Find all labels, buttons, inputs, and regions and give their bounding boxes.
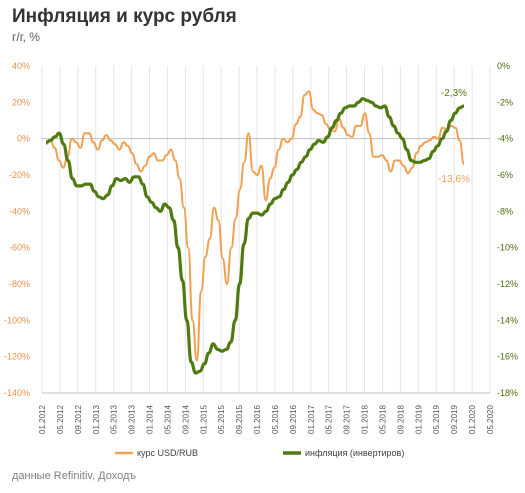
left-tick-label: 40%: [12, 61, 30, 71]
x-tick-label: 09.2018: [396, 405, 405, 434]
usd-rub-end-label: -13,6%: [438, 174, 470, 185]
grid: [41, 66, 491, 394]
right-tick-label: -18%: [497, 388, 518, 398]
x-tick-label: 01.2020: [468, 405, 477, 434]
left-tick-label: -60%: [9, 243, 30, 253]
series-layer: [45, 90, 465, 375]
end-labels: -13,6% -2,3%: [438, 88, 470, 185]
right-tick-label: -2%: [497, 97, 513, 107]
legend: курс USD/RUB инфляция (инвертиров): [115, 448, 404, 458]
right-axis: 0% -2% -4% -6% -8% -10% -12% -14% -16% -18%: [497, 61, 518, 398]
x-tick-label: 09.2016: [289, 405, 298, 434]
x-tick-label: 05.2013: [110, 405, 119, 434]
source-note: данные Refinitiv, Доходъ: [12, 470, 137, 482]
x-tick-label: 01.2019: [414, 405, 423, 434]
right-tick-label: -6%: [497, 170, 513, 180]
chart-title: Инфляция и курс рубля: [12, 6, 237, 27]
x-axis: 01.2012 05.2012 09.2012 01.2013 05.2013 09.20…: [38, 405, 495, 434]
right-tick-label: -12%: [497, 279, 518, 289]
left-tick-label: -140%: [4, 388, 30, 398]
inflation-series-line: [45, 97, 465, 375]
right-tick-label: -10%: [497, 243, 518, 253]
chart-subtitle: г/г, %: [12, 30, 40, 44]
x-tick-label: 05.2012: [56, 405, 65, 434]
x-tick-label: 01.2015: [199, 405, 208, 434]
left-tick-label: 20%: [12, 97, 30, 107]
x-tick-label: 05.2017: [325, 405, 334, 434]
left-tick-label: -80%: [9, 279, 30, 289]
x-tick-label: 05.2018: [378, 405, 387, 434]
right-tick-label: -16%: [497, 352, 518, 362]
x-tick-label: 01.2018: [361, 405, 370, 434]
x-tick-label: 05.2019: [432, 405, 441, 434]
right-tick-label: -8%: [497, 206, 513, 216]
left-tick-label: -120%: [4, 352, 30, 362]
left-tick-label: -40%: [9, 206, 30, 216]
x-tick-label: 09.2019: [450, 405, 459, 434]
x-tick-label: 05.2020: [486, 405, 495, 434]
left-tick-label: 0%: [17, 134, 30, 144]
right-tick-label: 0%: [497, 61, 510, 71]
inflation-end-label: -2,3%: [441, 88, 467, 99]
left-tick-label: -20%: [9, 170, 30, 180]
x-tick-label: 01.2014: [146, 405, 155, 434]
left-axis: 40% 20% 0% -20% -40% -60% -80% -100% -120% -140%: [4, 61, 30, 398]
x-tick-label: 01.2013: [92, 405, 101, 434]
left-tick-label: -100%: [4, 315, 30, 325]
x-tick-label: 05.2015: [217, 405, 226, 434]
legend-usd-rub-label: курс USD/RUB: [137, 448, 198, 458]
x-tick-label: 05.2016: [271, 405, 280, 434]
x-tick-label: 09.2014: [181, 405, 190, 434]
x-tick-label: 01.2012: [38, 405, 47, 434]
right-tick-label: -14%: [497, 315, 518, 325]
x-tick-label: 05.2014: [163, 405, 172, 434]
legend-inflation-label: инфляция (инвертиров): [305, 448, 404, 458]
usd-rub-series-line: [45, 90, 465, 362]
x-tick-label: 09.2015: [235, 405, 244, 434]
right-tick-label: -4%: [497, 134, 513, 144]
x-tick-label: 09.2012: [74, 405, 83, 434]
x-tick-label: 09.2017: [343, 405, 352, 434]
x-tick-label: 01.2017: [307, 405, 316, 434]
x-tick-label: 09.2013: [128, 405, 137, 434]
x-tick-label: 01.2016: [253, 405, 262, 434]
